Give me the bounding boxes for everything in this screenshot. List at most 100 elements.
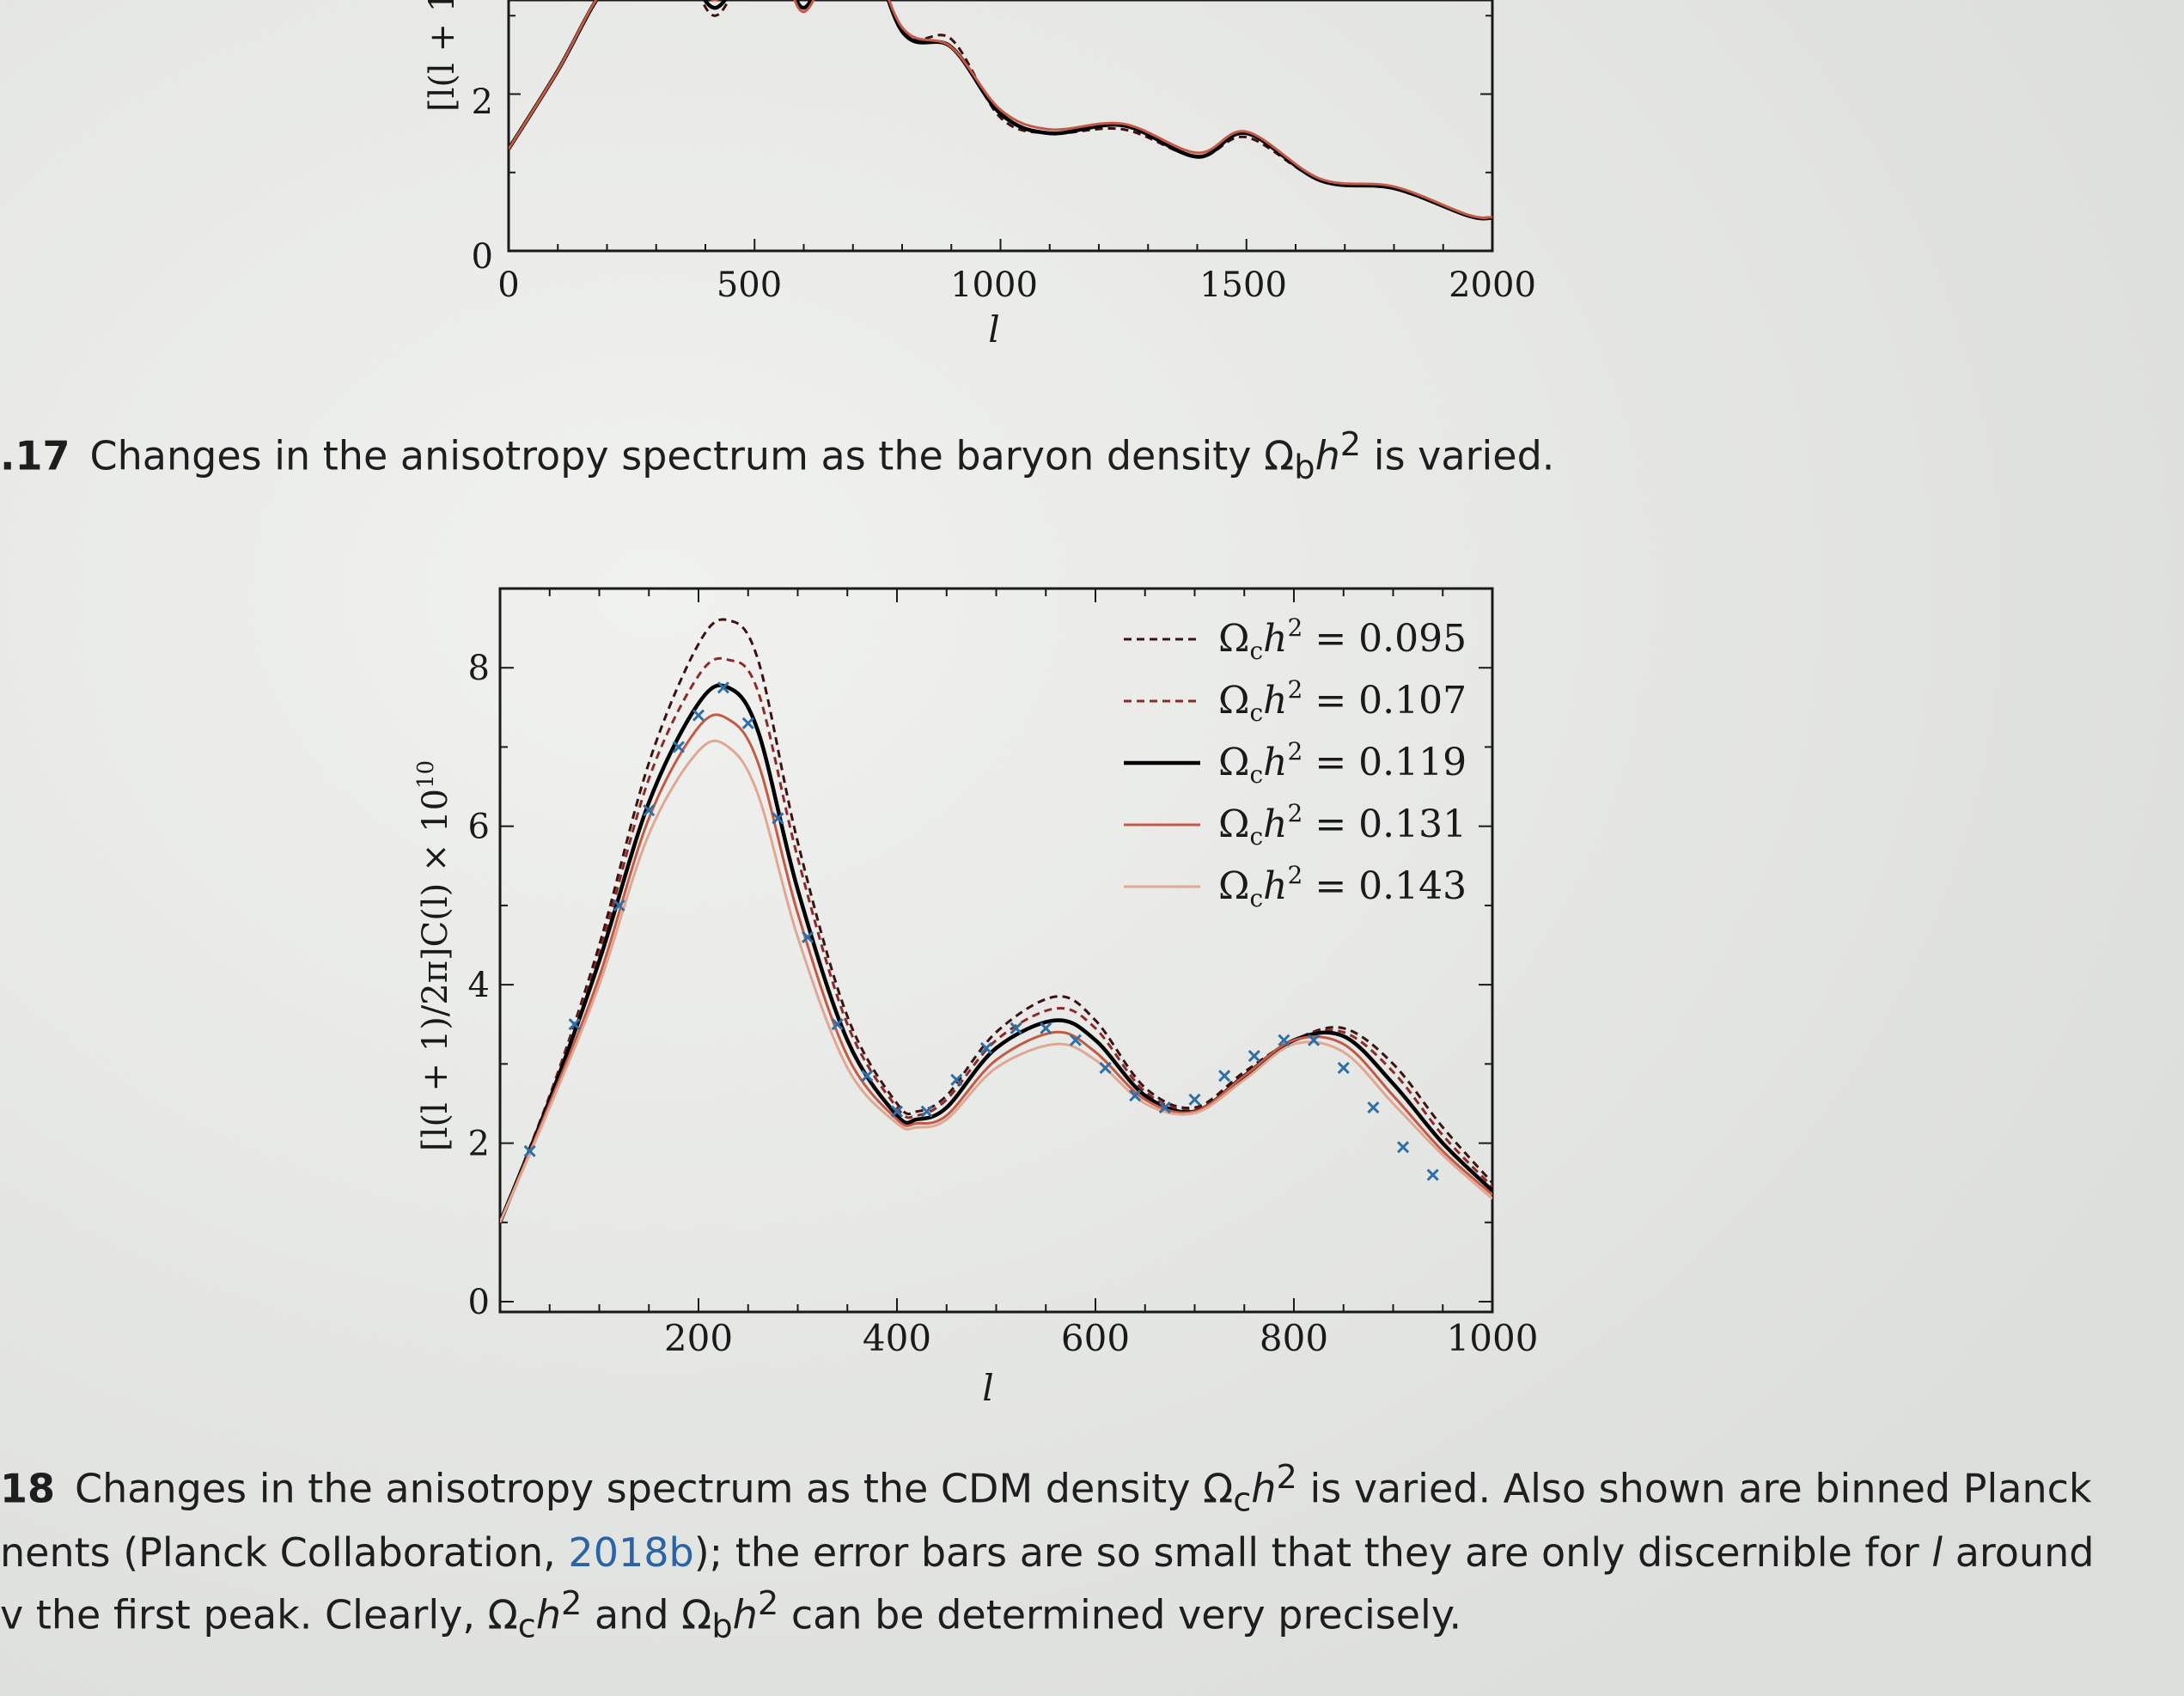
top-y-axis-label: [l(l + 1	[423, 0, 462, 112]
caption-18-omega-c: Ω	[487, 1590, 518, 1638]
caption-18-text: Changes in the anisotropy spectrum as th…	[75, 1465, 1204, 1512]
caption-18-l: l	[1931, 1528, 1943, 1576]
planck-point	[801, 930, 814, 943]
bottom-x-tick-label: 1000	[1447, 1317, 1539, 1359]
caption-18-sup2: 2	[757, 1583, 779, 1623]
bottom-tick-labels: 200 400 600 800 1000 0 2 4 6 8	[468, 649, 1539, 1359]
bottom-axis-ticks	[499, 588, 1493, 1312]
planck-point	[672, 741, 685, 753]
caption-17-superscript: 2	[1339, 425, 1362, 464]
bottom-x-axis-label: l	[982, 1367, 993, 1409]
planck-point	[1426, 1168, 1439, 1181]
caption-18-omega-b: Ω	[681, 1590, 712, 1638]
caption-17-subscript: b	[1294, 448, 1315, 487]
caption-17-omega: Ω	[1264, 432, 1295, 479]
caption-18-number: 18	[0, 1465, 56, 1512]
caption-17-text: Changes in the anisotropy spectrum as th…	[89, 432, 1265, 479]
caption-18-superscript: 2	[1276, 1458, 1297, 1497]
planck-point	[1069, 1034, 1082, 1046]
planck-point	[568, 1018, 581, 1031]
planck-point	[1010, 1022, 1022, 1034]
legend-label-3: Ωch2 = 0.131	[1218, 799, 1467, 851]
caption-18-and: and	[582, 1590, 682, 1638]
planck-point	[1158, 1101, 1171, 1114]
planck-point	[1308, 1034, 1321, 1046]
planck-points-group	[523, 681, 1439, 1181]
bottom-series-line-4	[500, 739, 1492, 1223]
top-x-tick-label-0: 0	[497, 265, 519, 305]
caption-18-line2-text-mid: ); the error bars are so small that they…	[693, 1528, 1932, 1576]
top-chart: [l(l + 1 2 0 0 500 1000 1500 2000 l	[423, 0, 1536, 351]
planck-point	[890, 1105, 904, 1118]
caption-18-line-1: 18 Changes in the anisotropy spectrum as…	[0, 1452, 2094, 1527]
bottom-x-tick-label: 600	[1061, 1317, 1130, 1359]
caption-18-omega: Ω	[1203, 1465, 1234, 1512]
bottom-y-tick-label: 0	[468, 1283, 490, 1322]
figure-caption-18: 18 Changes in the anisotropy spectrum as…	[0, 1452, 2094, 1652]
planck-point	[1396, 1141, 1410, 1154]
bottom-x-tick-label: 800	[1260, 1317, 1328, 1359]
caption-18-line3-text-end: can be determined very precisely.	[778, 1590, 1462, 1638]
caption-18-sup1: 2	[560, 1583, 583, 1623]
top-series-group	[509, 0, 1492, 221]
planck-point	[1040, 1022, 1052, 1034]
planck-point	[1099, 1061, 1112, 1075]
planck-point	[920, 1105, 933, 1118]
planck-point	[613, 899, 625, 912]
planck-point	[692, 709, 705, 722]
legend-label-4: Ωch2 = 0.143	[1218, 861, 1467, 912]
planck-point	[772, 812, 784, 825]
planck-point	[717, 681, 729, 694]
legend: Ωch2 = 0.095 Ωch2 = 0.107 Ωch2 = 0.119 Ωch2…	[1124, 613, 1467, 912]
bottom-y-tick-label: 4	[468, 966, 490, 1005]
legend-label-2: Ωch2 = 0.119	[1218, 737, 1467, 789]
top-x-tick-label-1000: 1000	[950, 265, 1038, 305]
top-series-line-2	[509, 0, 1492, 219]
planck-point	[1188, 1093, 1201, 1106]
planck-point	[1248, 1050, 1260, 1063]
planck-point	[831, 1018, 844, 1031]
bottom-x-tick-label: 400	[863, 1317, 931, 1359]
top-x-axis-label: l	[988, 308, 999, 351]
top-y-tick-label-0: 0	[472, 237, 493, 277]
planck-point	[979, 1041, 993, 1054]
planck-point	[1367, 1101, 1380, 1114]
bottom-y-tick-label: 8	[468, 649, 490, 688]
bottom-chart: 200 400 600 800 1000 0 2 4 6 8 [l(l + 1)/2π]C(l) …	[413, 587, 1539, 1409]
citation-link[interactable]: 2018b	[568, 1528, 694, 1576]
bottom-series-line-3	[500, 713, 1492, 1223]
planck-point	[643, 804, 656, 817]
planck-point	[1337, 1061, 1350, 1075]
top-y-tick-label-2: 2	[472, 82, 493, 122]
bottom-y-axis-label: [l(l + 1)/2π]C(l) × 1010	[413, 760, 455, 1151]
caption-18-sub-b: b	[711, 1607, 733, 1646]
caption-18-sub-c: c	[517, 1607, 536, 1646]
caption-18-text-end: is varied. Also shown are binned Planck	[1296, 1465, 2092, 1512]
bottom-y-tick-label: 2	[468, 1125, 490, 1164]
caption-18-line-3: v the first peak. Clearly, Ωch2 and Ωbh2…	[0, 1578, 2094, 1653]
planck-point	[523, 1144, 536, 1157]
legend-label-1: Ωch2 = 0.107	[1218, 675, 1467, 727]
caption-17-h: h	[1315, 432, 1340, 479]
planck-point	[950, 1073, 963, 1086]
caption-18-subscript: c	[1233, 1480, 1252, 1520]
bottom-y-tick-label: 6	[468, 808, 490, 847]
caption-17-number: .17	[0, 432, 70, 479]
caption-17-text-end: is varied.	[1361, 432, 1555, 479]
top-axis-ticks	[508, 15, 1493, 252]
planck-point	[861, 1070, 874, 1083]
legend-label-0: Ωch2 = 0.095	[1218, 613, 1467, 665]
caption-18-line3-text: v the first peak. Clearly,	[0, 1590, 488, 1638]
caption-18-h: h	[1251, 1465, 1277, 1512]
planck-point	[1278, 1034, 1290, 1046]
bottom-x-tick-label: 200	[664, 1317, 733, 1359]
caption-18-line2-text: nents (Planck Collaboration,	[0, 1528, 569, 1576]
caption-18-line-2: nents (Planck Collaboration, 2018b); the…	[0, 1527, 2094, 1578]
figure-caption-17: .17 Changes in the anisotropy spectrum a…	[0, 425, 1554, 487]
planck-point	[1129, 1089, 1142, 1102]
caption-18-h2: h	[732, 1590, 758, 1638]
planck-point	[741, 717, 754, 729]
top-x-tick-label-2000: 2000	[1449, 265, 1536, 305]
planck-point	[1218, 1070, 1231, 1083]
